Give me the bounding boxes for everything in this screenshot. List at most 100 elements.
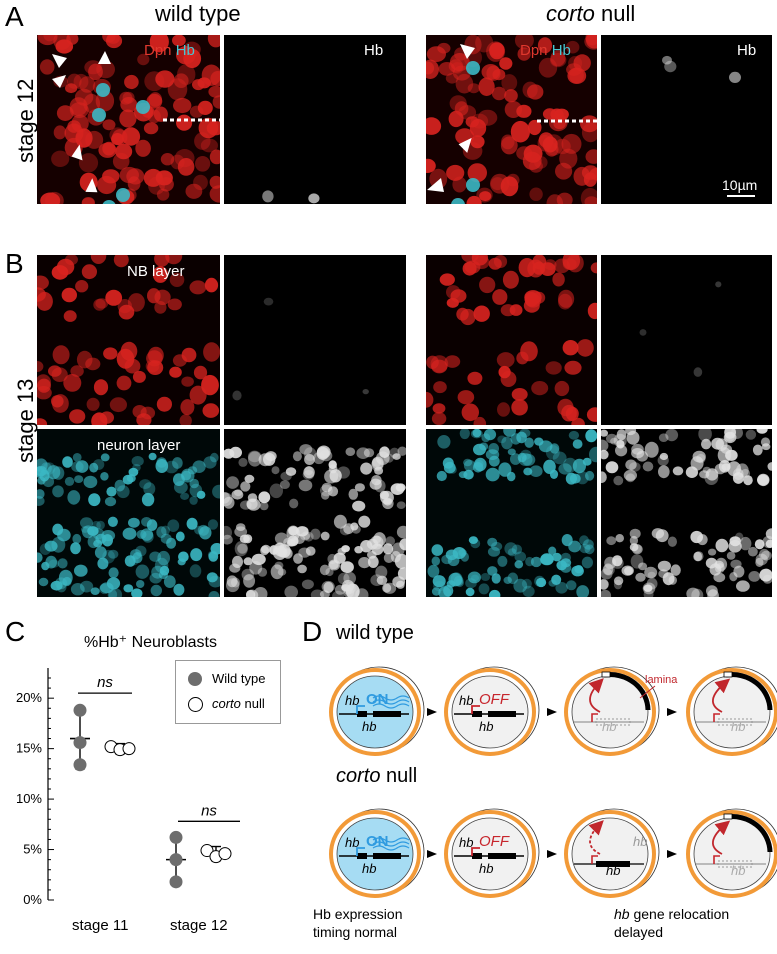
promoter-arrow — [356, 705, 365, 714]
panel-letter-d: D — [302, 616, 323, 647]
step-arrow — [547, 708, 557, 716]
caption-right-line1: hb gene relocation — [614, 906, 730, 922]
cell6-off-label: OFF — [479, 833, 509, 850]
gene-exon — [596, 861, 630, 867]
y-tick-label: 10% — [16, 791, 42, 806]
schematic-d — [329, 666, 777, 898]
data-point-wild-type — [169, 830, 183, 844]
arrowhead — [98, 51, 111, 64]
relocation-arrow — [588, 820, 604, 855]
x-tick-label-stage-12: stage 12 — [170, 917, 228, 934]
lamina — [725, 672, 773, 711]
step-arrow — [547, 850, 557, 858]
gene-exon — [373, 711, 401, 717]
arrowhead — [85, 178, 98, 193]
panel-a-annotations — [52, 44, 597, 193]
caption-left-line2: timing normal — [313, 924, 398, 940]
schematic-cell — [686, 808, 777, 898]
legend-marker-corto-null — [188, 697, 203, 712]
micrograph-a-wildtype-hb — [224, 35, 406, 204]
arrowhead — [52, 75, 66, 88]
cell1-hb-label: hb — [345, 693, 360, 708]
stain-label-corto-hb: Hb — [737, 42, 757, 59]
arrowhead — [458, 137, 472, 153]
gene-at-lamina — [723, 813, 733, 820]
micrograph-a-wildtype-merge — [37, 35, 220, 204]
scale-bar — [727, 195, 755, 197]
step-arrow — [667, 708, 677, 716]
promoter-arrow — [591, 855, 598, 864]
cell4-hb-gene-label: hb — [731, 719, 746, 734]
micrograph-b-corto-neuron-hb — [601, 429, 772, 597]
significance-label: ns — [201, 802, 217, 819]
schematic-cell — [444, 666, 540, 756]
stain-label-wt: Dpn Hb — [144, 42, 195, 59]
nb-layer-label: NB layer — [127, 263, 185, 280]
micrograph-b-corto-neuron-layer — [426, 429, 597, 597]
lamina — [725, 814, 773, 853]
gene-exon — [373, 853, 401, 859]
column-title-wild-type: wild type — [155, 1, 241, 26]
promoter-arrow — [591, 713, 598, 722]
promoter-arrow — [471, 705, 480, 714]
chart-legend: Wild type corto null — [175, 660, 281, 724]
micrograph-b-corto-nb-layer — [426, 255, 597, 425]
neuron-layer-label: neuron layer — [97, 437, 181, 454]
significance-label: ns — [97, 674, 113, 691]
arrowhead — [52, 54, 67, 68]
gene-exon — [472, 711, 482, 717]
y-tick-label: 15% — [16, 741, 42, 756]
schematic-cell — [329, 808, 425, 898]
schematic-cell — [444, 808, 540, 898]
cell2-hb-gene-label: hb — [479, 719, 494, 734]
gene-exon — [488, 711, 516, 717]
micrograph-b-wildtype-nb-hb — [224, 255, 406, 425]
caption-right-line2: delayed — [614, 924, 664, 940]
transcript-wave — [372, 841, 410, 847]
data-point-corto-null — [122, 742, 136, 756]
micrograph-b-wildtype-neuron-hb — [224, 429, 406, 597]
transcript-wave — [372, 695, 410, 701]
micrograph-b-corto-nb-hb — [601, 255, 772, 425]
data-point-wild-type — [73, 758, 87, 772]
gene-ghost — [717, 718, 753, 726]
gene-ghost — [717, 860, 753, 868]
cell5-hb-gene-label: hb — [362, 861, 377, 876]
cell6-hb-gene-label: hb — [479, 861, 494, 876]
transcript-wave — [372, 845, 410, 851]
micrograph-b-wildtype-neuron-layer — [37, 429, 220, 597]
promoter-arrow — [471, 847, 480, 856]
micrograph-a-corto-merge — [426, 35, 597, 204]
data-point-corto-null — [200, 844, 214, 858]
gene-exon — [488, 853, 516, 859]
promoter-arrow — [713, 855, 720, 864]
column-title-corto-null: corto null — [546, 1, 636, 26]
promoter-arrow — [713, 713, 720, 722]
scale-bar-label: 10µm — [722, 177, 758, 193]
schematic-cell — [329, 666, 425, 756]
schematic-title-wild-type: wild type — [336, 622, 414, 644]
cell3-hb-gene-label: hb — [602, 719, 617, 734]
cell1-hb-gene-label: hb — [362, 719, 377, 734]
relocation-arrow — [588, 678, 604, 713]
schematic-title-corto-null: corto null — [336, 765, 418, 787]
micrograph-b-wildtype-nb-layer — [37, 255, 220, 425]
relocation-arrow — [712, 678, 731, 713]
arrowhead — [460, 44, 475, 59]
step-arrow — [427, 708, 437, 716]
gene-at-lamina — [601, 671, 611, 678]
panel-letter-a: A — [5, 1, 24, 32]
schematic-cell — [686, 666, 777, 756]
legend-label-corto-null: corto null — [212, 696, 265, 711]
cell5-hb-label: hb — [345, 835, 360, 850]
cell6-hb-label: hb — [459, 835, 474, 850]
data-point-corto-null — [218, 847, 232, 861]
legend-label-wild-type: Wild type — [212, 671, 266, 686]
row-label-stage-13: stage 13 — [13, 378, 38, 463]
cell7-hb-gene-label: hb — [606, 863, 621, 878]
cell7-hb-label: hb — [633, 834, 648, 849]
x-tick-label-stage-11: stage 11 — [72, 917, 129, 934]
y-tick-label: 20% — [16, 690, 42, 705]
gene-exon — [357, 853, 367, 859]
data-point-wild-type — [169, 853, 183, 867]
